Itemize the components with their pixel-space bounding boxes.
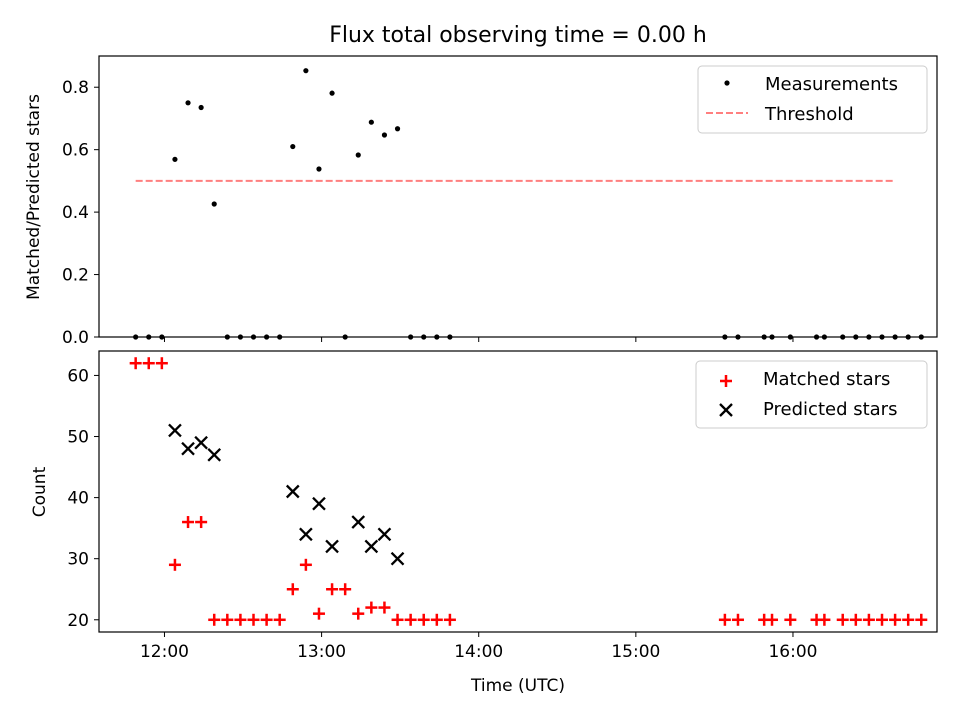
matched-star-point bbox=[849, 613, 862, 626]
matched-star-point bbox=[417, 613, 430, 626]
predicted-star-point bbox=[285, 484, 300, 499]
matched-star-point bbox=[766, 613, 779, 626]
predicted-star-point bbox=[325, 539, 339, 554]
y-tick-label: 0.0 bbox=[62, 328, 89, 348]
matched-star-point bbox=[378, 601, 391, 614]
x-tick-label: 15:00 bbox=[611, 642, 660, 662]
predicted-star-point bbox=[194, 435, 208, 450]
matched-star-point bbox=[234, 613, 247, 626]
matched-star-point bbox=[443, 613, 456, 626]
top-legend: Measurements Threshold bbox=[697, 65, 928, 134]
measurement-point bbox=[172, 156, 178, 162]
y-tick-label: 60 bbox=[67, 366, 89, 386]
bottom-xlabel: Time (UTC) bbox=[470, 676, 565, 696]
matched-star-point bbox=[818, 613, 831, 626]
matched-star-point bbox=[247, 613, 260, 626]
matched-star-point bbox=[404, 613, 417, 626]
matched-star-point bbox=[902, 613, 915, 626]
matched-star-point bbox=[352, 607, 365, 620]
top-axis-ticks: 0.0 0.2 0.4 0.6 0.8 bbox=[62, 78, 794, 348]
matched-star-point bbox=[286, 583, 299, 596]
y-tick-label: 20 bbox=[67, 611, 89, 631]
matched-star-point bbox=[168, 558, 181, 571]
x-tick-label: 12:00 bbox=[140, 642, 189, 662]
legend-matched-marker bbox=[720, 375, 732, 387]
predicted-star-point bbox=[390, 551, 405, 566]
matched-star-point bbox=[718, 613, 731, 626]
matched-star-point bbox=[129, 357, 142, 370]
matched-star-point bbox=[326, 583, 339, 596]
measurement-point bbox=[381, 132, 388, 138]
predicted-star-point bbox=[364, 539, 379, 554]
matched-star-point bbox=[182, 516, 195, 529]
measurement-point bbox=[368, 119, 374, 125]
matched-star-point bbox=[273, 613, 286, 626]
matched-star-point bbox=[889, 613, 902, 626]
matched-star-point bbox=[312, 607, 325, 620]
measurement-point bbox=[290, 143, 296, 150]
predicted-star-point bbox=[351, 515, 366, 529]
matched-star-point bbox=[430, 613, 443, 626]
x-tick-label: 16:00 bbox=[768, 642, 817, 662]
legend-measurements-marker bbox=[724, 80, 730, 86]
measurement-point bbox=[303, 68, 309, 74]
y-tick-label: 40 bbox=[67, 489, 89, 509]
legend-matched-label: Matched stars bbox=[763, 369, 890, 390]
matched-star-point bbox=[862, 613, 875, 626]
chart-title: Flux total observing time = 0.00 h bbox=[329, 23, 707, 48]
predicted-star-point bbox=[312, 496, 326, 511]
x-tick-label: 14:00 bbox=[454, 642, 503, 662]
matched-star-point bbox=[731, 613, 744, 626]
measurement-point bbox=[316, 166, 322, 172]
matched-star-point bbox=[784, 613, 797, 626]
matched-star-point bbox=[155, 357, 168, 370]
predicted-star-point bbox=[207, 448, 222, 462]
bottom-axis-ticks: 20 30 40 50 60 12:00 13:00 14:00 15:00 16:00 bbox=[67, 366, 817, 662]
measurement-point bbox=[185, 100, 191, 106]
predicted-star-point bbox=[168, 423, 182, 438]
predicted-star-point bbox=[377, 527, 392, 542]
matched-star-point bbox=[876, 613, 889, 626]
top-plot-frame bbox=[98, 55, 938, 338]
measurement-point bbox=[211, 201, 217, 207]
y-tick-label: 0.8 bbox=[62, 78, 89, 98]
measurement-point bbox=[329, 90, 335, 96]
matched-star-point bbox=[221, 613, 234, 626]
bottom-legend: Matched stars Predicted stars bbox=[695, 360, 928, 429]
x-tick-label: 13:00 bbox=[297, 642, 346, 662]
measurement-point bbox=[394, 126, 401, 132]
top-ylabel: Matched/Predicted stars bbox=[24, 94, 44, 300]
legend-measurements-label: Measurements bbox=[765, 74, 898, 95]
matched-star-point bbox=[365, 601, 378, 614]
matched-star-point bbox=[299, 558, 312, 571]
top-plot-marks bbox=[133, 68, 924, 340]
legend-predicted-marker bbox=[719, 403, 733, 417]
matched-star-point bbox=[208, 613, 221, 626]
legend-threshold-label: Threshold bbox=[764, 104, 854, 125]
bottom-plot-marks bbox=[129, 357, 928, 626]
matched-star-point bbox=[260, 613, 273, 626]
y-tick-label: 0.6 bbox=[62, 141, 89, 161]
y-tick-label: 0.4 bbox=[62, 203, 89, 223]
y-tick-label: 50 bbox=[67, 428, 89, 448]
matched-star-point bbox=[915, 613, 928, 626]
measurement-point bbox=[355, 152, 361, 158]
legend-predicted-label: Predicted stars bbox=[763, 399, 897, 420]
bottom-ylabel: Count bbox=[30, 466, 50, 517]
matched-star-point bbox=[836, 613, 849, 626]
predicted-star-point bbox=[299, 527, 313, 542]
bottom-plot-frame bbox=[98, 350, 938, 633]
y-tick-label: 0.2 bbox=[62, 266, 89, 286]
matched-star-point bbox=[195, 516, 208, 529]
y-tick-label: 30 bbox=[67, 550, 89, 570]
predicted-star-point bbox=[181, 441, 195, 456]
matched-star-point bbox=[339, 583, 352, 596]
measurement-point bbox=[198, 104, 204, 111]
matched-star-point bbox=[142, 357, 155, 370]
matched-star-point bbox=[391, 613, 404, 626]
